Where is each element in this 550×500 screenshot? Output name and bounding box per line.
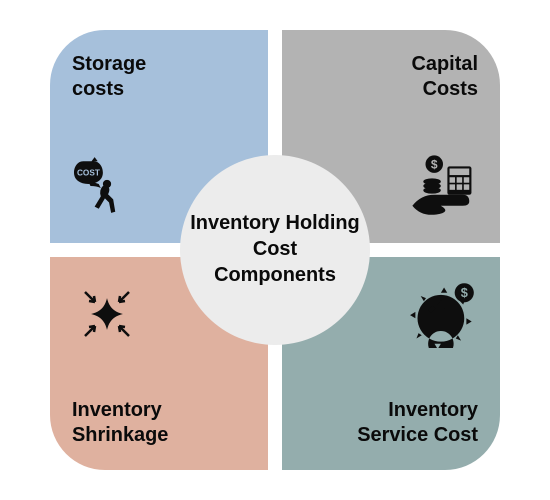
center-title: Inventory Holding Cost Components <box>190 211 360 289</box>
svg-text:$: $ <box>431 158 438 172</box>
shrink-sparkle-icon <box>72 279 142 349</box>
cost-bag-person-icon: COST <box>72 151 142 221</box>
label-storage-costs: Storage costs <box>72 52 182 102</box>
svg-text:$: $ <box>461 285 468 300</box>
label-inventory-shrinkage: Inventory Shrinkage <box>72 398 192 448</box>
center-circle: Inventory Holding Cost Components <box>180 155 370 345</box>
label-inventory-service-cost: Inventory Service Cost <box>348 398 478 448</box>
label-capital-costs: Capital Costs <box>378 52 478 102</box>
gear-tools-dollar-icon: $ <box>408 279 478 349</box>
svg-text:COST: COST <box>77 169 100 178</box>
infographic-wrap: Storage costs COST Capital Costs <box>50 30 500 470</box>
hand-money-calculator-icon: $ <box>408 151 478 221</box>
